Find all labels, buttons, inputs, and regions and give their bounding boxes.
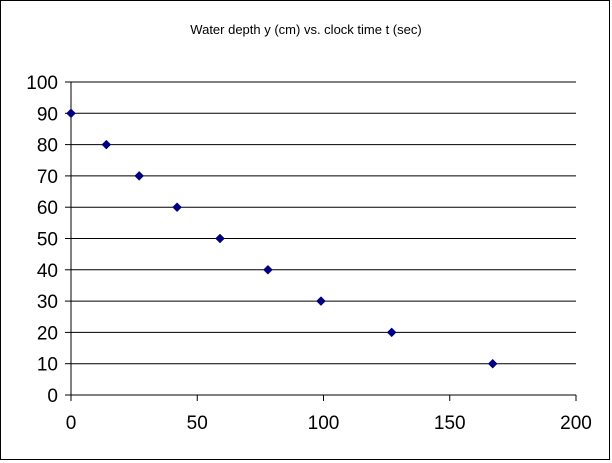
data-point xyxy=(66,108,76,119)
y-tick-label-40: 40 xyxy=(37,261,58,282)
y-tick-label-0: 0 xyxy=(47,386,58,407)
y-tick-label-50: 50 xyxy=(37,230,58,251)
y-tick-label-30: 30 xyxy=(37,292,58,313)
data-point xyxy=(263,264,273,275)
x-tick-labels: 0 50 100 150 200 xyxy=(66,413,592,434)
y-tick-label-70: 70 xyxy=(37,167,58,188)
data-point xyxy=(215,233,225,244)
data-point xyxy=(172,202,182,213)
data-point xyxy=(134,171,145,181)
y-tick-labels: 0 10 20 30 40 50 60 70 80 90 100 xyxy=(26,73,58,407)
data-point xyxy=(386,327,397,338)
data-point xyxy=(487,358,498,369)
x-tick-label-50: 50 xyxy=(187,413,208,434)
y-tick-label-20: 20 xyxy=(37,323,58,344)
x-tick-label-150: 150 xyxy=(434,413,466,434)
gridlines xyxy=(71,81,576,365)
x-tick-label-0: 0 xyxy=(66,413,77,434)
y-tick-label-60: 60 xyxy=(37,198,58,219)
axes xyxy=(65,81,577,401)
data-point xyxy=(101,139,112,150)
x-tick-label-200: 200 xyxy=(560,413,592,434)
y-tick-label-10: 10 xyxy=(37,355,58,376)
y-tick-label-90: 90 xyxy=(37,104,58,125)
data-points xyxy=(66,108,498,369)
y-tick-label-100: 100 xyxy=(26,73,58,94)
data-point xyxy=(316,296,326,306)
x-tick-label-100: 100 xyxy=(308,413,340,434)
y-tick-label-80: 80 xyxy=(37,136,58,157)
chart-title: Water depth y (cm) vs. clock time t (sec… xyxy=(190,22,421,37)
